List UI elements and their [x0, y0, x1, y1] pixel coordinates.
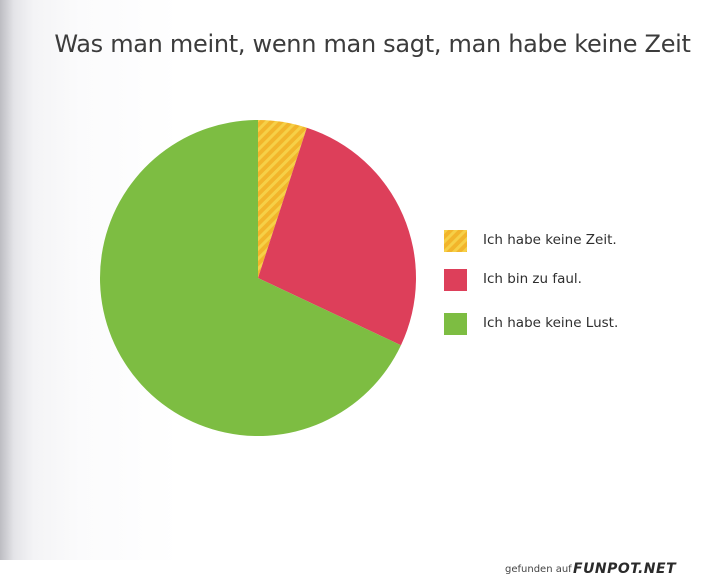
pie-slice-lust: [99, 119, 401, 437]
pie-slices: [99, 119, 416, 437]
legend-swatch-faul: [444, 269, 467, 291]
legend-swatch-zeit: [444, 230, 467, 252]
watermark-brand: FUNPOT.NET: [573, 561, 677, 577]
legend-label-zeit: Ich habe keine Zeit.: [483, 232, 617, 248]
legend-label-lust: Ich habe keine Lust.: [483, 315, 619, 331]
legend-swatch-lust: [444, 313, 467, 335]
legend-label-faul: Ich bin zu faul.: [483, 271, 582, 287]
watermark-bar: gefunden auf FUNPOT.NET: [0, 560, 728, 580]
pie-slice-zeit: [258, 120, 307, 278]
pie-slice-faul: [258, 127, 416, 346]
watermark-prefix: gefunden auf: [505, 564, 572, 575]
chart-title: Was man meint, wenn man sagt, man habe k…: [54, 30, 691, 58]
